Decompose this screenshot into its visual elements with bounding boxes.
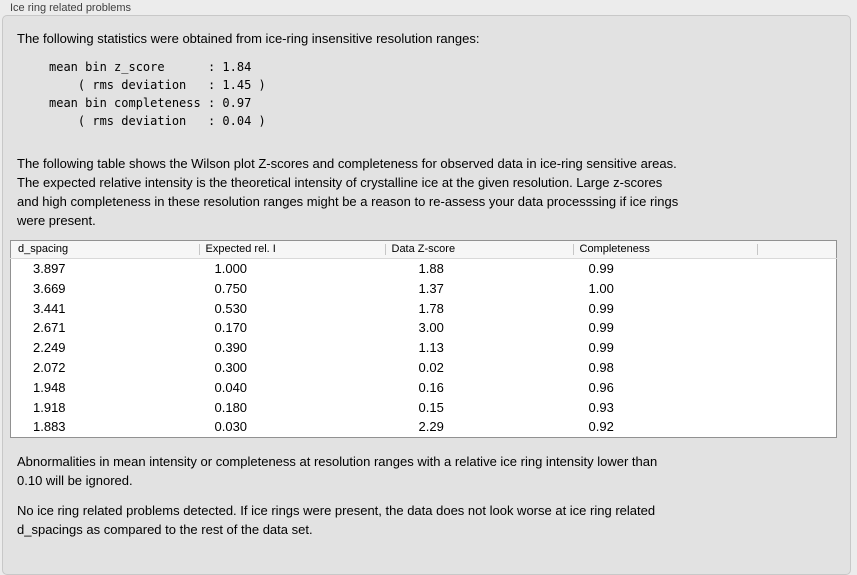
table-cell-empty bbox=[757, 299, 837, 319]
table-row[interactable]: 2.249 0.390 1.13 0.99 bbox=[11, 338, 837, 358]
table-row[interactable]: 2.671 0.170 3.00 0.99 bbox=[11, 318, 837, 338]
table-cell-empty bbox=[757, 338, 837, 358]
table-cell: 1.00 bbox=[588, 280, 614, 296]
column-header-d-spacing[interactable]: d_spacing bbox=[10, 240, 199, 259]
table-cell: 0.170 bbox=[214, 320, 248, 336]
table-row[interactable]: 1.948 0.040 0.16 0.96 bbox=[11, 378, 837, 398]
table-cell: 2.29 bbox=[418, 419, 444, 435]
stats-block: mean bin z_score : 1.84 ( rms deviation … bbox=[49, 60, 266, 128]
table-cell: 1.000 bbox=[214, 261, 248, 276]
table-cell-empty bbox=[757, 378, 837, 398]
table-cell: 0.02 bbox=[418, 359, 444, 375]
table-cell: 0.99 bbox=[588, 340, 614, 356]
table-cell: 1.918 bbox=[33, 399, 66, 415]
table-header: d_spacing Expected rel. I Data Z-score Comp… bbox=[10, 240, 837, 259]
column-header-empty[interactable] bbox=[756, 240, 837, 259]
table-cell: 0.93 bbox=[588, 399, 614, 415]
table-cell: 3.669 bbox=[33, 280, 66, 296]
table-cell: 1.13 bbox=[418, 340, 444, 356]
column-header-expected-rel-i[interactable]: Expected rel. I bbox=[198, 240, 385, 259]
table-cell: 0.98 bbox=[588, 359, 614, 375]
column-header-completeness[interactable]: Completeness bbox=[572, 240, 757, 259]
table-row[interactable]: 3.669 0.750 1.37 1.00 bbox=[11, 279, 837, 299]
table-cell: 0.99 bbox=[588, 261, 614, 276]
table-row[interactable]: 3.441 0.530 1.78 0.99 bbox=[11, 299, 837, 319]
table-cell-empty bbox=[757, 279, 837, 299]
table-cell: 0.300 bbox=[214, 359, 248, 375]
table-row[interactable]: 2.072 0.300 0.02 0.98 bbox=[11, 358, 837, 378]
table-cell: 0.99 bbox=[588, 300, 614, 316]
table-cell-empty bbox=[757, 259, 837, 279]
table-cell-empty bbox=[757, 318, 837, 338]
table-cell: 0.92 bbox=[588, 419, 614, 435]
table-header-row: d_spacing Expected rel. I Data Z-score Comp… bbox=[10, 240, 837, 259]
column-header-data-z-score[interactable]: Data Z-score bbox=[384, 240, 573, 259]
table-cell: 0.99 bbox=[588, 320, 614, 336]
table-cell: 1.88 bbox=[418, 261, 444, 276]
note-conclusion: No ice ring related problems detected. I… bbox=[17, 503, 656, 538]
table-cell: 3.897 bbox=[33, 261, 66, 276]
note-ignore-threshold: Abnormalities in mean intensity or compl… bbox=[17, 454, 658, 489]
table-cell: 0.530 bbox=[214, 300, 248, 316]
table-cell: 0.15 bbox=[418, 399, 444, 415]
table-cell: 1.37 bbox=[418, 280, 444, 296]
description-text: The following table shows the Wilson plo… bbox=[17, 156, 679, 228]
table-cell: 1.948 bbox=[33, 379, 66, 395]
table-cell: 0.030 bbox=[214, 419, 248, 435]
panel-title: Ice ring related problems bbox=[10, 2, 132, 14]
table-cell: 0.040 bbox=[214, 379, 248, 395]
table-cell: 0.750 bbox=[214, 280, 248, 296]
table-cell: 2.671 bbox=[33, 320, 66, 336]
table-cell: 2.249 bbox=[33, 340, 66, 356]
ice-ring-group-box: The following statistics were obtained f… bbox=[2, 15, 851, 575]
table-row[interactable]: 1.883 0.030 2.29 0.92 bbox=[11, 417, 837, 437]
intro-text: The following statistics were obtained f… bbox=[17, 31, 480, 46]
table-cell: 1.883 bbox=[33, 419, 66, 435]
table-row[interactable]: 3.897 1.000 1.88 0.99 bbox=[11, 259, 837, 279]
table-cell: 0.16 bbox=[418, 379, 444, 395]
table-cell: 3.00 bbox=[418, 320, 444, 336]
table-cell-empty bbox=[757, 358, 837, 378]
table-cell: 3.441 bbox=[33, 300, 66, 316]
ice-ring-table: d_spacing Expected rel. I Data Z-score Comp… bbox=[10, 240, 837, 439]
table-cell-empty bbox=[757, 417, 837, 437]
table-cell: 0.390 bbox=[214, 340, 248, 356]
table-cell-empty bbox=[757, 398, 837, 418]
table-row[interactable]: 1.918 0.180 0.15 0.93 bbox=[11, 398, 837, 418]
table-cell: 0.96 bbox=[588, 379, 614, 395]
table-cell: 1.78 bbox=[418, 300, 444, 316]
table-cell: 0.180 bbox=[214, 399, 248, 415]
table-cell: 2.072 bbox=[33, 359, 66, 375]
